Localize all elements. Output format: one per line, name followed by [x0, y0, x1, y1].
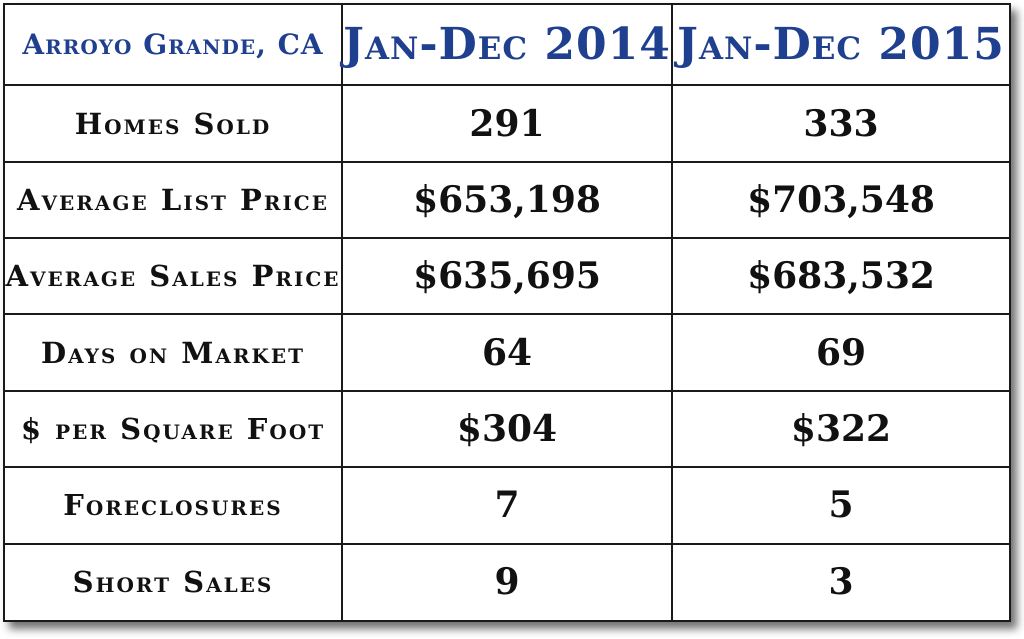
value-2015: 333	[671, 84, 1009, 163]
row-label: Homes Sold	[5, 84, 343, 163]
table-row: Homes Sold 291 333	[5, 84, 1009, 163]
table-header-row: Arroyo Grande, CA Jan-Dec 2014 Jan-Dec 2…	[5, 5, 1009, 87]
value-2014: 9	[341, 542, 673, 620]
table-row: Days on Market 64 69	[5, 313, 1009, 392]
row-label: Short Sales	[5, 542, 343, 620]
market-stats-table: Arroyo Grande, CA Jan-Dec 2014 Jan-Dec 2…	[5, 5, 1009, 620]
value-2014: $304	[341, 389, 673, 469]
table-row: Average Sales Price $635,695 $683,532	[5, 237, 1009, 316]
period-2015-header: Jan-Dec 2015	[671, 5, 1009, 87]
market-stats-card: Arroyo Grande, CA Jan-Dec 2014 Jan-Dec 2…	[3, 3, 1011, 622]
value-2015: 3	[671, 542, 1009, 620]
value-2014: 64	[341, 313, 673, 392]
value-2014: $653,198	[341, 160, 673, 240]
row-label: Average List Price	[5, 160, 343, 240]
period-2014-header: Jan-Dec 2014	[341, 5, 673, 87]
table-row: $ per Square Foot $304 $322	[5, 389, 1009, 469]
value-2015: $322	[671, 389, 1009, 469]
table-row: Foreclosures 7 5	[5, 466, 1009, 545]
value-2015: $703,548	[671, 160, 1009, 240]
row-label: Days on Market	[5, 313, 343, 392]
value-2014: 7	[341, 466, 673, 545]
value-2014: 291	[341, 84, 673, 163]
value-2015: $683,532	[671, 237, 1009, 316]
table-row: Average List Price $653,198 $703,548	[5, 160, 1009, 240]
location-header: Arroyo Grande, CA	[5, 5, 343, 87]
value-2014: $635,695	[341, 237, 673, 316]
value-2015: 69	[671, 313, 1009, 392]
row-label: Average Sales Price	[5, 237, 343, 316]
row-label: $ per Square Foot	[5, 389, 343, 469]
table-row: Short Sales 9 3	[5, 542, 1009, 620]
value-2015: 5	[671, 466, 1009, 545]
row-label: Foreclosures	[5, 466, 343, 545]
